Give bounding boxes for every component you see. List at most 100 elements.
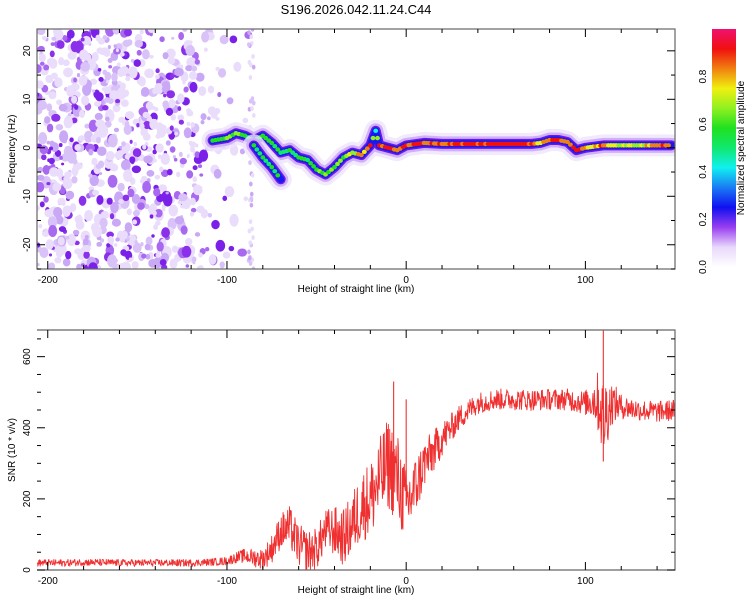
- ridge-point: [666, 143, 671, 148]
- noise-blob: [228, 245, 235, 252]
- noise-blob: [46, 140, 51, 145]
- noise-blob: [85, 211, 91, 218]
- noise-blob: [48, 253, 53, 257]
- noise-blob: [125, 111, 135, 120]
- noise-blob: [146, 117, 150, 122]
- noise-blob: [46, 123, 54, 133]
- noise-blob: [37, 263, 40, 267]
- noise-blob: [67, 51, 77, 60]
- noise-blob: [107, 134, 118, 148]
- noise-blob: [70, 40, 80, 53]
- noise-blob: [130, 58, 135, 63]
- noise-blob: [157, 154, 162, 159]
- noise-blob: [166, 90, 176, 99]
- noise-blob: [103, 86, 112, 94]
- noise-blob: [84, 235, 89, 240]
- noise-blob: [112, 29, 121, 35]
- noise-blob: [115, 48, 119, 53]
- noise-blob: [48, 225, 58, 238]
- noise-blob: [144, 243, 151, 251]
- noise-blob: [107, 235, 115, 245]
- noise-blob: [215, 66, 220, 71]
- noise-blob: [188, 140, 193, 146]
- noise-blob: [169, 146, 176, 153]
- ridge-point: [338, 158, 343, 163]
- noise-blob: [188, 40, 193, 44]
- noise-blob: [96, 241, 103, 247]
- noise-blob: [55, 124, 64, 131]
- noise-blob: [46, 181, 51, 186]
- x-tick-label: -100: [217, 576, 237, 587]
- noise-blob: [131, 165, 142, 174]
- ridge-point: [260, 155, 266, 160]
- y-tick-label: 0: [22, 567, 33, 573]
- noise-blob: [80, 61, 90, 72]
- noise-blob: [37, 29, 46, 36]
- noise-blob: [113, 44, 117, 49]
- noise-blob: [224, 186, 235, 198]
- noise-blob: [191, 250, 195, 254]
- noise-blob: [217, 92, 222, 98]
- noise-blob: [162, 100, 169, 109]
- noise-blob: [131, 261, 139, 269]
- noise-blob: [251, 54, 255, 59]
- noise-blob: [120, 159, 131, 171]
- noise-blob: [43, 196, 49, 203]
- noise-blob: [132, 148, 142, 158]
- noise-blob: [37, 64, 42, 74]
- noise-blob: [153, 187, 161, 197]
- noise-blob: [213, 168, 222, 179]
- noise-blob: [119, 51, 125, 57]
- x-tick-label: 0: [403, 275, 409, 286]
- noise-blob: [62, 35, 68, 42]
- noise-blob: [96, 194, 104, 205]
- noise-blob: [98, 172, 103, 176]
- noise-blob: [177, 200, 183, 205]
- noise-blob: [186, 110, 194, 117]
- noise-blob: [248, 219, 253, 225]
- noise-blob: [139, 29, 144, 35]
- noise-blob: [72, 229, 80, 236]
- noise-blob: [94, 101, 101, 107]
- noise-blob: [247, 30, 251, 36]
- noise-blob: [180, 225, 188, 235]
- noise-blob: [59, 130, 69, 144]
- noise-blob: [165, 191, 169, 195]
- ridge-point: [275, 173, 281, 178]
- ridge-point: [275, 147, 281, 152]
- noise-blob: [176, 171, 181, 178]
- noise-blob: [172, 155, 177, 159]
- noise-blob: [185, 45, 196, 56]
- noise-blob: [190, 207, 197, 213]
- noise-blob: [100, 238, 105, 243]
- noise-blob: [180, 64, 184, 69]
- noise-blob: [207, 85, 215, 94]
- noise-blob: [107, 254, 118, 268]
- noise-blob: [247, 228, 252, 234]
- ridge-point: [269, 140, 275, 146]
- noise-blob: [116, 150, 124, 157]
- noise-blob: [50, 42, 55, 46]
- noise-blob: [94, 112, 103, 121]
- noise-blob: [197, 164, 203, 169]
- noise-blob: [54, 257, 62, 264]
- noise-blob: [46, 103, 53, 112]
- noise-blob: [155, 68, 160, 74]
- y-tick-label: 200: [22, 490, 33, 507]
- noise-blob: [126, 237, 130, 242]
- noise-blob: [195, 72, 205, 82]
- noise-blob: [189, 81, 198, 93]
- noise-blob: [133, 209, 140, 217]
- noise-blob: [246, 42, 251, 48]
- noise-blob: [44, 116, 51, 124]
- noise-blob: [159, 258, 167, 266]
- noise-blob: [199, 173, 204, 177]
- noise-blob: [106, 79, 110, 84]
- noise-blob: [142, 180, 152, 194]
- noise-blob: [76, 72, 81, 78]
- noise-blob: [143, 155, 153, 164]
- noise-blob: [38, 224, 43, 229]
- ridge-point: [272, 143, 278, 149]
- noise-blob: [211, 219, 220, 230]
- x-tick-label: 100: [577, 576, 594, 587]
